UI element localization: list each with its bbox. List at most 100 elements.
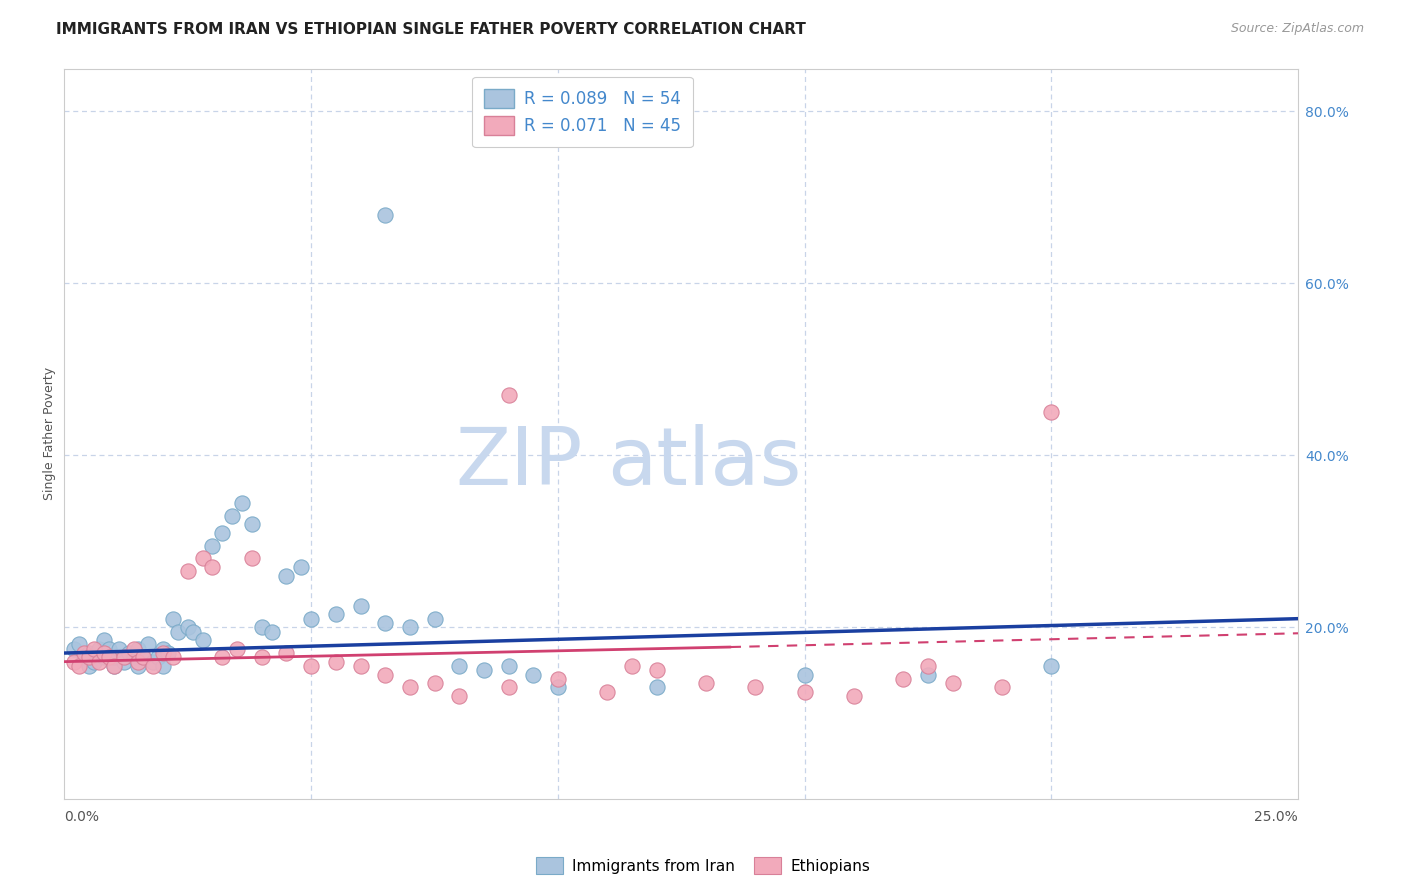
Point [122,650,145,665]
Point [77,659,100,673]
Point [211,525,233,540]
Point [250,650,273,665]
Point [177,620,200,634]
Point [299,612,322,626]
Point [97,641,120,656]
Point [744,681,766,695]
Point [398,681,420,695]
Point [122,641,145,656]
Point [87,655,110,669]
Text: 25.0%: 25.0% [1254,810,1298,824]
Point [374,615,396,630]
Point [93,646,115,660]
Point [177,565,200,579]
Point [132,650,155,665]
Point [325,655,347,669]
Point [423,612,446,626]
Point [107,641,129,656]
Point [87,641,110,656]
Point [1040,405,1063,419]
Point [349,599,371,613]
Point [167,624,190,639]
Point [103,659,125,673]
Point [77,646,100,660]
Point [472,663,495,677]
Point [191,551,214,566]
Text: atlas: atlas [607,424,801,502]
Point [132,650,155,665]
Point [73,646,96,660]
Point [142,655,165,669]
Point [793,684,815,698]
Legend: R = 0.089   N = 54, R = 0.071   N = 45: R = 0.089 N = 54, R = 0.071 N = 45 [472,77,693,147]
Point [276,646,298,660]
Point [103,659,125,673]
Point [449,689,471,703]
Text: 0.0%: 0.0% [65,810,100,824]
Point [152,646,174,660]
Point [112,655,135,669]
Point [547,681,569,695]
Point [942,676,965,690]
Point [148,650,170,665]
Legend: Immigrants from Iran, Ethiopians: Immigrants from Iran, Ethiopians [530,851,876,880]
Point [645,663,668,677]
Point [891,672,914,686]
Point [83,641,105,656]
Point [498,659,520,673]
Point [181,624,204,639]
Point [620,659,643,673]
Point [917,667,939,681]
Point [991,681,1014,695]
Point [349,659,371,673]
Point [191,633,214,648]
Point [127,659,149,673]
Point [695,676,717,690]
Text: ZIP: ZIP [456,424,582,502]
Point [398,620,420,634]
Point [63,655,86,669]
Point [240,517,263,532]
Point [449,659,471,673]
Point [63,641,86,656]
Point [522,667,544,681]
Point [842,689,865,703]
Point [299,659,322,673]
Point [290,560,312,574]
Point [260,624,283,639]
Point [117,646,139,660]
Point [77,650,100,665]
Point [211,650,233,665]
Point [1040,659,1063,673]
Point [498,388,520,402]
Point [596,684,619,698]
Point [73,650,96,665]
Point [374,667,396,681]
Point [547,672,569,686]
Point [67,637,90,651]
Point [93,633,115,648]
Point [325,607,347,622]
Point [645,681,668,695]
Point [917,659,939,673]
Text: IMMIGRANTS FROM IRAN VS ETHIOPIAN SINGLE FATHER POVERTY CORRELATION CHART: IMMIGRANTS FROM IRAN VS ETHIOPIAN SINGLE… [56,22,806,37]
Point [374,208,396,222]
Y-axis label: Single Father Poverty: Single Father Poverty [44,368,56,500]
Point [93,650,115,665]
Point [152,659,174,673]
Point [152,641,174,656]
Point [793,667,815,681]
Point [276,568,298,582]
Point [157,646,180,660]
Point [221,508,243,523]
Point [226,641,249,656]
Point [162,612,184,626]
Point [142,659,165,673]
Point [67,659,90,673]
Point [201,539,224,553]
Point [127,641,149,656]
Point [498,681,520,695]
Point [423,676,446,690]
Point [112,650,135,665]
Point [231,495,253,509]
